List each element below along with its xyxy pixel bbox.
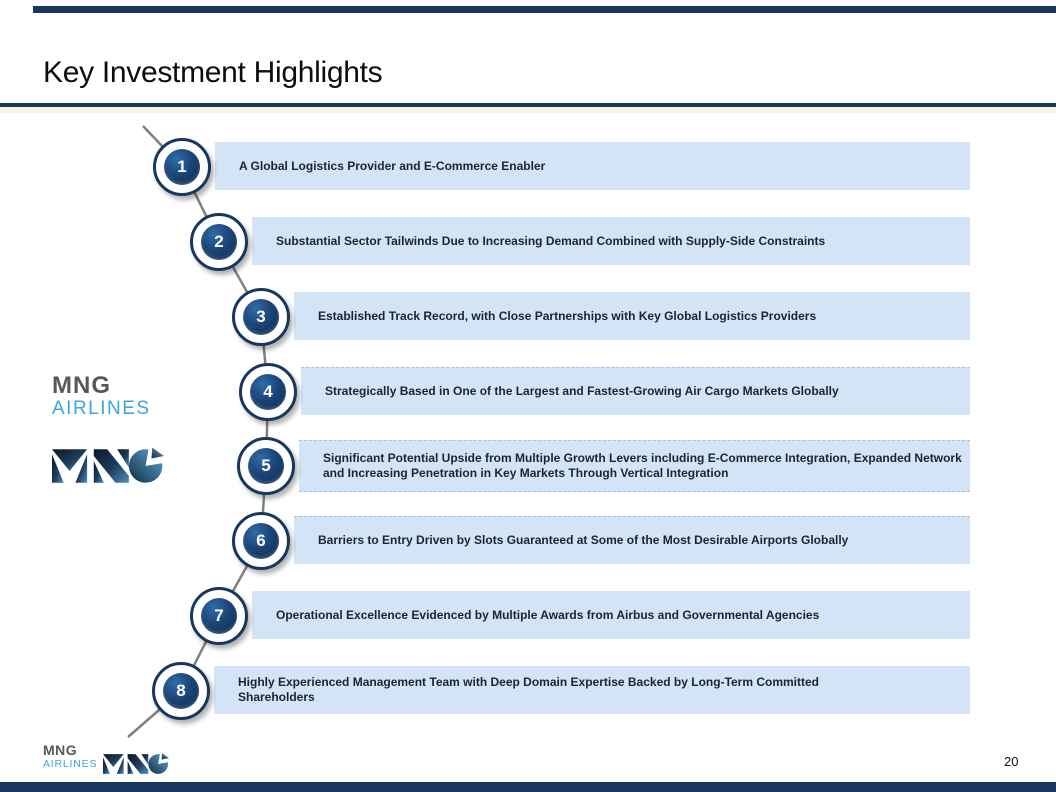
step-number: 4: [250, 374, 286, 410]
title-underline: [0, 103, 1056, 107]
step-number: 6: [243, 523, 279, 559]
highlight-banner: A Global Logistics Provider and E-Commer…: [215, 142, 970, 190]
title-underline-glow: [0, 107, 1056, 113]
highlight-text: Operational Excellence Evidenced by Mult…: [276, 607, 820, 622]
step-circle-6: 6: [232, 512, 290, 570]
highlight-banner: Barriers to Entry Driven by Slots Guaran…: [294, 516, 970, 564]
step-circle-2: 2: [190, 213, 248, 271]
footer-mng-airlines-wordmark: MNG AIRLINES: [43, 743, 97, 771]
top-accent-bar: [33, 6, 1056, 13]
highlight-banner: Operational Excellence Evidenced by Mult…: [252, 591, 970, 639]
footer-logo-text-airlines: AIRLINES: [43, 758, 98, 770]
step-number: 1: [164, 149, 200, 185]
highlight-banner: Strategically Based in One of the Larges…: [301, 367, 970, 415]
step-circle-8: 8: [152, 662, 210, 720]
step-circle-7: 7: [190, 587, 248, 645]
highlight-text: Highly Experienced Management Team with …: [238, 675, 820, 704]
highlight-text: A Global Logistics Provider and E-Commer…: [239, 158, 546, 173]
footer-logo-text-mng: MNG: [43, 742, 78, 758]
step-number: 3: [243, 299, 279, 335]
page-number: 20: [1004, 754, 1019, 769]
highlight-text: Significant Potential Upside from Multip…: [323, 451, 962, 480]
mng-airlines-wordmark: MNG AIRLINES: [52, 374, 151, 420]
page-title: Key Investment Highlights: [43, 56, 383, 89]
footer-mng-geometric-logo-icon: [103, 753, 169, 774]
highlight-banner: Highly Experienced Management Team with …: [214, 666, 970, 714]
highlight-banner: Established Track Record, with Close Par…: [294, 292, 970, 340]
bottom-accent-bar: [0, 782, 1056, 792]
step-number: 7: [201, 598, 237, 634]
step-circle-3: 3: [232, 288, 290, 346]
step-number: 5: [248, 448, 284, 484]
step-circle-1: 1: [153, 138, 211, 196]
highlight-text: Established Track Record, with Close Par…: [318, 308, 817, 323]
step-number: 8: [163, 673, 199, 709]
highlight-text: Strategically Based in One of the Larges…: [325, 384, 839, 398]
mng-geometric-logo-icon: [52, 447, 164, 483]
highlight-banner: Significant Potential Upside from Multip…: [299, 440, 970, 492]
highlight-text: Barriers to Entry Driven by Slots Guaran…: [318, 533, 849, 547]
logo-text-airlines: AIRLINES: [52, 398, 151, 419]
step-circle-5: 5: [237, 437, 295, 495]
highlight-banner: Substantial Sector Tailwinds Due to Incr…: [252, 217, 970, 265]
logo-text-mng: MNG: [52, 372, 111, 399]
step-circle-4: 4: [239, 363, 297, 421]
highlight-text: Substantial Sector Tailwinds Due to Incr…: [276, 233, 826, 248]
step-number: 2: [201, 224, 237, 260]
